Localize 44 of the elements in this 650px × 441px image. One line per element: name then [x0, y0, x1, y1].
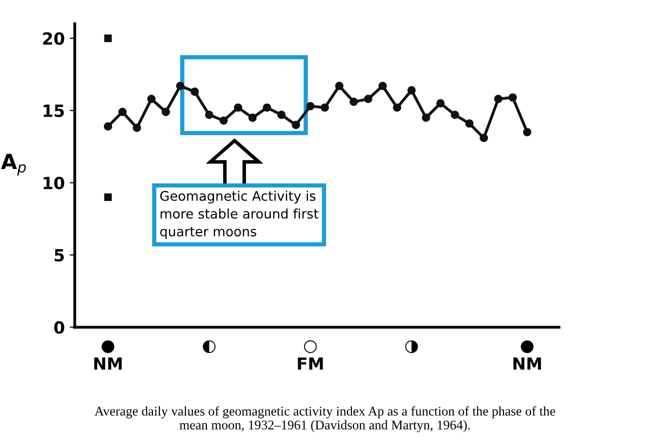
point [350, 98, 358, 106]
x-tick-label: ● NM [94, 340, 122, 370]
y-tick-label: 10 [44, 176, 64, 190]
x-tick-label: ◑ [405, 340, 418, 354]
point [104, 122, 112, 131]
point [422, 114, 430, 122]
y-axis-title: A$_{p}$ [1, 154, 26, 176]
point [364, 94, 372, 104]
point [234, 103, 242, 112]
point [335, 82, 344, 90]
point [277, 110, 286, 120]
point [262, 103, 272, 112]
point [378, 82, 387, 90]
point [508, 93, 517, 102]
point [104, 34, 112, 42]
point [450, 110, 460, 120]
point [465, 119, 474, 128]
point [407, 86, 416, 94]
point [392, 103, 402, 112]
point [205, 110, 214, 120]
text: Average daily values of geomagnetic activity index Ap as a function of the phase of the mean moon, 1932–1961 (Davidson and Martyn, 1964). [94, 406, 556, 432]
point [320, 103, 329, 112]
y-tick-label: 20 [43, 32, 64, 45]
point [118, 108, 127, 116]
y-tick-label: 15 [44, 104, 64, 118]
point [132, 124, 142, 132]
point [248, 114, 257, 122]
point [480, 134, 488, 142]
x-tick-label: ◐ [202, 340, 216, 354]
x-tick-label: ○ FM [298, 340, 323, 370]
point [292, 120, 300, 130]
point [190, 88, 199, 96]
y-tick-label: 0 [54, 321, 64, 334]
point [494, 94, 502, 104]
point [176, 82, 184, 90]
point [147, 94, 156, 104]
point [162, 108, 170, 116]
point [306, 102, 315, 110]
x-tick-label: ● NM [513, 340, 541, 370]
annotation: Geomagnetic Activity is more stable around first quarter moons [160, 190, 318, 240]
y-tick-label: 5 [54, 249, 64, 262]
point [436, 99, 445, 108]
point [219, 116, 228, 125]
point [523, 128, 532, 136]
